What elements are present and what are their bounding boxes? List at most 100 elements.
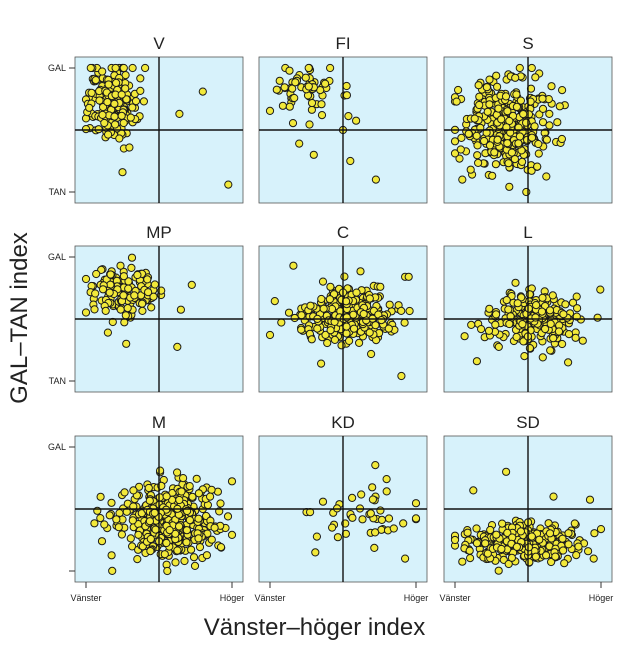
data-point [485, 141, 495, 150]
data-point [342, 91, 351, 100]
data-point [117, 530, 127, 539]
data-point [147, 303, 156, 312]
data-point [275, 76, 284, 85]
data-point [106, 270, 115, 279]
data-point [578, 336, 587, 345]
data-point [98, 67, 107, 76]
data-point [370, 543, 379, 553]
data-point [385, 300, 394, 309]
panel-title: FI [335, 34, 350, 53]
x-tick-label-hoger: Höger [404, 593, 429, 603]
data-point [497, 115, 506, 124]
data-point [348, 493, 357, 502]
data-point [321, 330, 330, 339]
data-point [195, 543, 205, 552]
data-point [382, 475, 391, 484]
data-point [187, 280, 196, 289]
data-point [304, 82, 313, 91]
data-point [103, 328, 113, 337]
data-point [450, 137, 460, 146]
data-point [94, 125, 103, 134]
data-point [107, 551, 116, 560]
data-point [596, 525, 606, 534]
data-point [524, 304, 533, 313]
data-point [371, 321, 380, 330]
data-point [458, 557, 467, 566]
data-point [115, 134, 124, 143]
x-axis-title: Vänster–höger index [203, 614, 426, 641]
panel-fi: FI [258, 34, 428, 204]
data-point [104, 80, 113, 89]
data-point [491, 320, 500, 329]
data-point [538, 94, 547, 103]
data-point [344, 112, 353, 121]
data-point [352, 116, 361, 125]
data-point [173, 342, 182, 351]
data-point [114, 523, 123, 532]
data-point [482, 83, 491, 92]
data-point [311, 548, 320, 557]
data-point [345, 336, 354, 345]
data-point [502, 123, 511, 132]
data-point [185, 482, 194, 491]
data-point [534, 139, 543, 149]
data-point [317, 359, 326, 368]
data-point [92, 269, 101, 279]
data-point [265, 106, 275, 116]
data-point [511, 73, 520, 82]
data-point [366, 509, 375, 518]
data-point [557, 134, 567, 144]
data-point [202, 551, 211, 560]
x-tick-label-hoger: Höger [589, 593, 614, 603]
data-point [122, 95, 131, 104]
data-point [100, 520, 109, 529]
data-point [90, 305, 99, 314]
data-point [96, 492, 105, 501]
data-point [371, 528, 380, 537]
data-point [194, 489, 203, 498]
data-point [180, 556, 189, 566]
data-point [306, 301, 315, 310]
data-point [162, 492, 171, 501]
data-point [317, 111, 327, 120]
data-point [81, 125, 91, 134]
data-point [127, 263, 136, 272]
data-point [289, 261, 298, 270]
data-point [131, 97, 141, 106]
data-point [590, 529, 599, 538]
points-group [81, 253, 196, 351]
data-point [491, 160, 500, 169]
data-point [504, 559, 513, 569]
data-point [506, 128, 515, 137]
data-point [312, 532, 321, 541]
data-point [97, 537, 107, 546]
data-point [117, 90, 126, 99]
data-point [541, 324, 550, 334]
data-point [227, 477, 237, 486]
data-point [285, 102, 294, 111]
data-point [486, 525, 495, 535]
data-point [401, 554, 410, 563]
data-point [223, 512, 233, 521]
data-point [130, 291, 139, 300]
data-point [517, 293, 526, 302]
data-point [485, 304, 494, 313]
data-point [512, 542, 522, 552]
data-point [206, 492, 215, 501]
data-point [450, 535, 460, 545]
data-point [564, 540, 573, 549]
data-point [101, 306, 110, 315]
data-point [505, 182, 514, 191]
y-tick-label-tan: TAN [49, 376, 66, 386]
data-point [512, 90, 521, 99]
data-point [382, 487, 391, 496]
data-point [119, 63, 128, 73]
data-point [224, 180, 233, 189]
data-point [477, 325, 486, 334]
data-point [542, 172, 551, 181]
panel-v: V GAL TAN [48, 34, 244, 204]
data-point [384, 514, 394, 523]
data-point [504, 159, 513, 168]
data-point [129, 486, 138, 495]
x-tick-label-vanster: Vänster [439, 593, 470, 603]
